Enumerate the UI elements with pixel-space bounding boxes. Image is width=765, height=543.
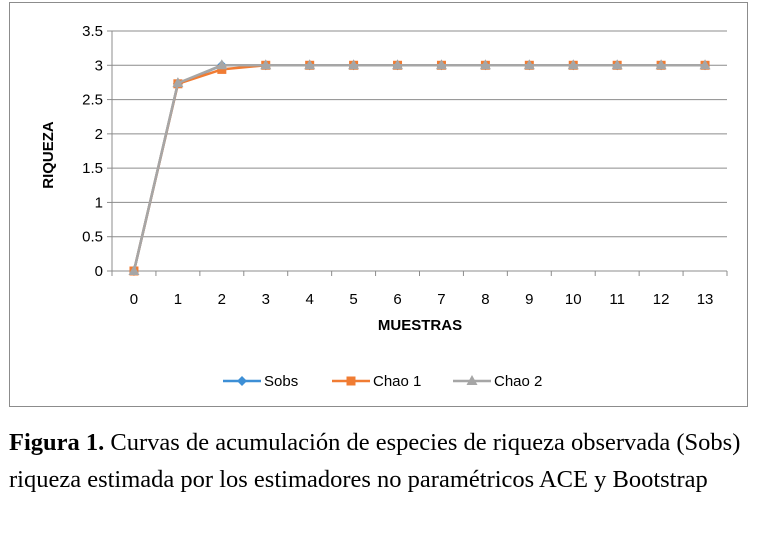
- data-point: [128, 265, 140, 275]
- gridlines: [112, 30, 727, 238]
- x-tick-label: 0: [130, 291, 138, 308]
- x-tick-label: 1: [174, 291, 182, 308]
- data-point: [260, 59, 272, 70]
- y-tick-labels: 0 0.5 1 1.5 2 2.5 3 3.5: [82, 23, 103, 280]
- data-point: [217, 64, 227, 74]
- x-tick-label: 7: [437, 291, 445, 308]
- legend-marker: [466, 375, 478, 385]
- chart-frame: 0 0.5 1 1.5 2 2.5 3 3.5 0 1 2 3 4 5 6 7 8 9 10 11 12 13 MUES…: [9, 2, 748, 407]
- caption-text: Curvas de acumulación de especies de riq…: [9, 429, 741, 493]
- x-axis-title: MUESTRAS: [378, 317, 462, 334]
- axes: [107, 30, 728, 276]
- data-point: [611, 59, 623, 70]
- y-axis-title: RIQUEZA: [40, 121, 57, 189]
- x-tick-label: 5: [349, 291, 357, 308]
- legend-label: Sobs: [264, 373, 298, 390]
- legend-marker: [346, 376, 356, 386]
- data-point: [523, 59, 535, 70]
- x-tick-label: 11: [609, 291, 625, 308]
- data-point: [655, 59, 667, 70]
- x-tick-label: 10: [565, 291, 582, 308]
- y-tick-label: 0: [95, 263, 103, 280]
- data-point: [216, 59, 228, 70]
- legend-label: Chao 2: [494, 373, 542, 390]
- data-point: [479, 59, 491, 70]
- y-tick-label: 0.5: [82, 229, 103, 246]
- x-tick-label: 6: [393, 291, 401, 308]
- data-point: [699, 59, 711, 70]
- legend: Sobs Chao 1 Chao 2: [223, 373, 542, 390]
- figure-caption: Figura 1. Curvas de acumulación de espec…: [9, 424, 755, 498]
- data-point: [435, 59, 447, 70]
- series-line-chao-2: [132, 64, 706, 272]
- data-point: [392, 59, 404, 70]
- data-point: [172, 77, 184, 88]
- legend-marker: [237, 376, 247, 386]
- data-point: [348, 59, 360, 70]
- y-tick-label: 1: [95, 194, 103, 211]
- line-chart: 00.511.522.533.5 0 1 2 3 4 5 6 7 8 9 10 11 12 13 MUES…: [40, 23, 728, 390]
- x-tick-label: 3: [262, 291, 270, 308]
- x-tick-label: 9: [525, 291, 533, 308]
- y-tick-label: 2.5: [82, 92, 103, 109]
- x-tick-label: 12: [653, 291, 670, 308]
- x-tick-labels: 0 1 2 3 4 5 6 7 8 9 10 11 12 13: [130, 291, 714, 308]
- caption-label: Figura 1.: [9, 429, 105, 456]
- y-tick-label: 2: [95, 126, 103, 143]
- data-point: [567, 59, 579, 70]
- x-tick-label: 2: [218, 291, 226, 308]
- data-point: [304, 59, 316, 70]
- series-lines: [128, 59, 711, 276]
- y-tick-label: 3.5: [82, 23, 103, 40]
- x-tick-label: 13: [697, 291, 714, 308]
- legend-label: Chao 1: [373, 373, 421, 390]
- x-tick-label: 4: [306, 291, 314, 308]
- y-tick-label: 1.5: [82, 160, 103, 177]
- y-tick-label: 3: [95, 57, 103, 74]
- x-tick-label: 8: [481, 291, 489, 308]
